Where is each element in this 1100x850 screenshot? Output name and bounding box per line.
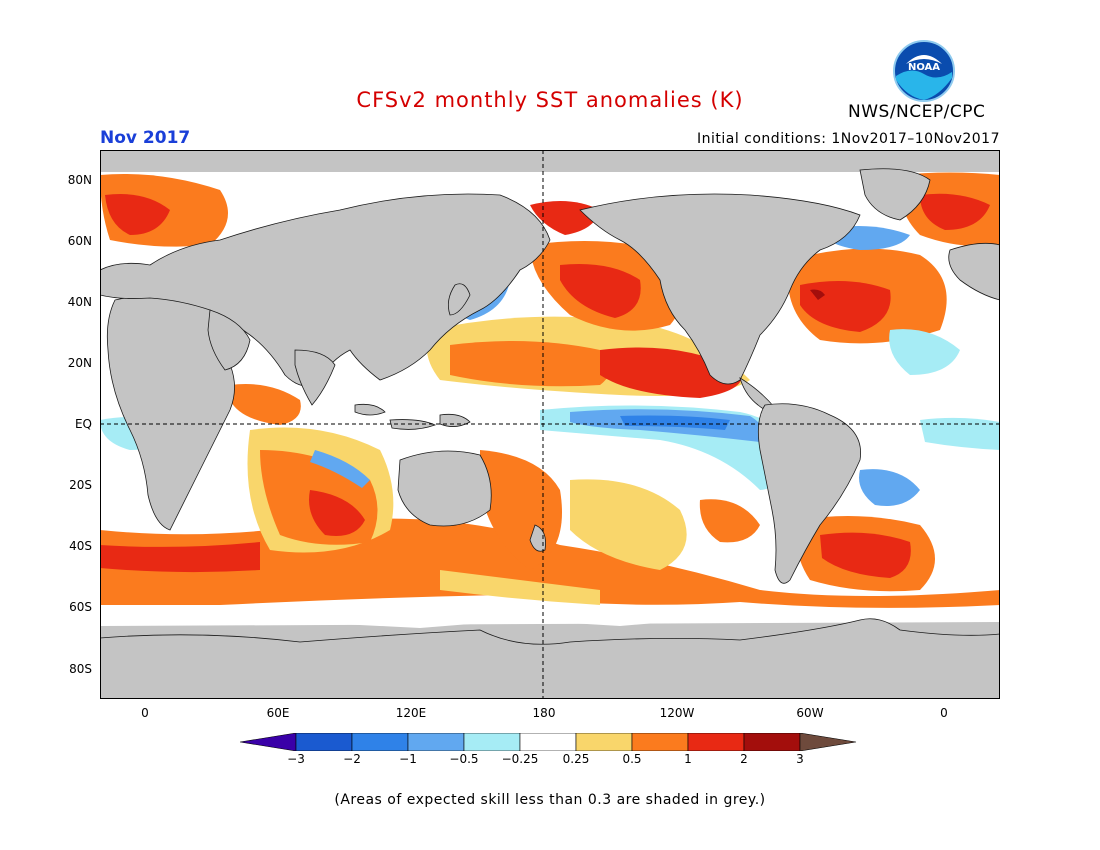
- colorbar-cap-high: [799, 733, 857, 751]
- north-america-landmass: [579, 193, 861, 385]
- colorbar-cell: [519, 733, 577, 751]
- lat-label-80s: 80S: [69, 662, 92, 676]
- colorbar-cell: [295, 733, 353, 751]
- colorbar-label-1: 1: [684, 752, 692, 766]
- south-america-landmass: [757, 403, 862, 584]
- lon-label-60e: 60E: [266, 706, 290, 720]
- colorbar-label-2: 2: [740, 752, 748, 766]
- sst-anomaly-map: [100, 150, 1000, 699]
- australia-landmass: [397, 450, 492, 527]
- organization-label: NWS/NCEP/CPC: [848, 102, 986, 122]
- colorbar-cell: [687, 733, 745, 751]
- colorbar-label-m1: −1: [399, 752, 417, 766]
- lon-label-0-right: 0: [940, 706, 948, 720]
- lat-label-60s: 60S: [69, 600, 92, 614]
- lat-label-40s: 40S: [69, 539, 92, 553]
- colorbar-label-m2: −2: [343, 752, 361, 766]
- colorbar-cell: [743, 733, 801, 751]
- colorbar-label-m05: −0.5: [449, 752, 479, 766]
- colorbar-cell: [407, 733, 465, 751]
- lat-label-80n: 80N: [67, 173, 92, 187]
- lat-label-20n: 20N: [67, 356, 92, 370]
- colorbar-cap-low: [240, 733, 297, 751]
- lon-label-0: 0: [141, 706, 149, 720]
- lat-label-60n: 60N: [67, 234, 92, 248]
- chart-title: CFSv2 monthly SST anomalies (K): [356, 88, 744, 112]
- greenland-landmass: [859, 168, 931, 221]
- lat-label-20s: 20S: [69, 478, 92, 492]
- colorbar-cell: [463, 733, 521, 751]
- noaa-logo: NOAA: [893, 40, 955, 102]
- colorbar-cell: [575, 733, 633, 751]
- skill-footnote: (Areas of expected skill less than 0.3 a…: [334, 792, 766, 808]
- north-pacific-warm-band: [450, 341, 610, 387]
- lon-label-180: 180: [532, 706, 556, 720]
- arctic-low-skill-region: [100, 150, 1000, 172]
- colorbar-label-3: 3: [796, 752, 804, 766]
- colorbar: [240, 733, 857, 751]
- colorbar-cell: [351, 733, 409, 751]
- initial-conditions-label: Initial conditions: 1Nov2017–10Nov2017: [696, 131, 1000, 147]
- lon-label-120w: 120W: [659, 706, 695, 720]
- lat-label-40n: 40N: [67, 295, 92, 309]
- colorbar-label-025: 0.25: [562, 752, 590, 766]
- lat-label-eq: EQ: [74, 417, 92, 431]
- colorbar-cell: [631, 733, 689, 751]
- antarctica-landmass: [100, 618, 1000, 699]
- lon-label-60w: 60W: [796, 706, 824, 720]
- colorbar-label-m025: −0.25: [501, 752, 539, 766]
- colorbar-label-m3: −3: [287, 752, 305, 766]
- land-masses: [100, 168, 1000, 699]
- target-month-label: Nov 2017: [100, 128, 191, 148]
- colorbar-label-05: 0.5: [622, 752, 642, 766]
- lon-label-120e: 120E: [395, 706, 427, 720]
- svg-text:NOAA: NOAA: [908, 62, 940, 73]
